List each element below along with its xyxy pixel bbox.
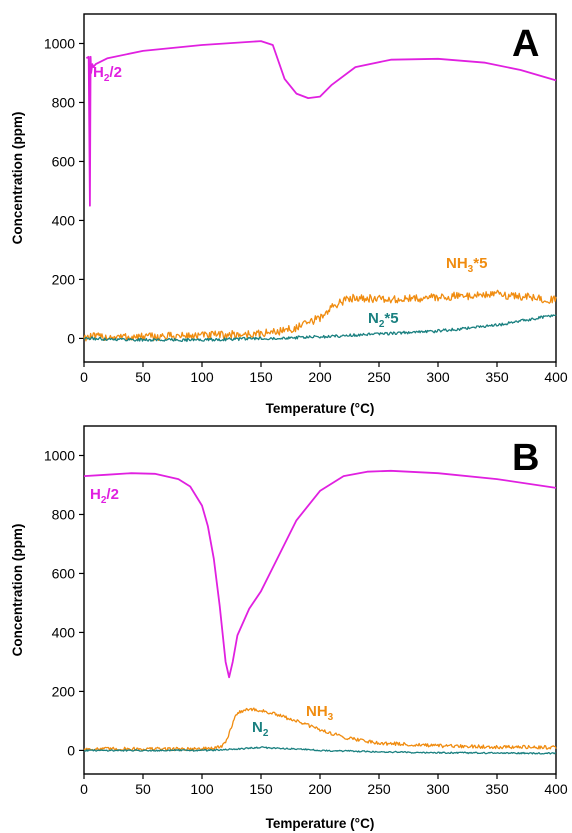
panel-b-y-ticks: 0 200 400 600 800 1000 <box>44 447 84 758</box>
series-line-n2 <box>83 746 556 755</box>
panel-a-x-ticks: 0 50 100 150 200 250 300 350 400 <box>80 362 568 385</box>
panel-b-label-n2-main: N <box>252 719 263 736</box>
panel-a-label-nh3-rest: *5 <box>473 255 487 272</box>
panel-a-series <box>83 40 557 343</box>
y-tick-label: 200 <box>52 271 76 287</box>
x-tick-label: 250 <box>367 781 391 797</box>
panel-a: 0 50 100 150 200 250 300 350 400 0 200 400 600 800 10… <box>10 13 568 416</box>
panel-a-label-nh3-sub: 3 <box>468 264 474 275</box>
x-tick-label: 50 <box>135 781 151 797</box>
panel-a-letter: A <box>512 23 539 65</box>
panel-a-label-n2-rest: *5 <box>384 310 398 327</box>
y-tick-label: 1000 <box>44 447 75 463</box>
y-tick-label: 1000 <box>44 35 75 51</box>
panel-b-x-axis-title: Temperature (°C) <box>266 816 375 831</box>
y-tick-label: 800 <box>52 94 76 110</box>
panel-b-label-nh3-sub: 3 <box>328 712 334 723</box>
panel-a-x-axis-title: Temperature (°C) <box>266 401 375 416</box>
y-tick-label: 400 <box>52 212 76 228</box>
panel-a-y-ticks: 0 200 400 600 800 1000 <box>44 35 84 346</box>
panel-b-label-nh3: NH3 <box>306 703 334 723</box>
panel-b-label-h2-main: H <box>90 486 101 503</box>
panel-a-label-nh3-main: NH <box>446 255 468 272</box>
series-line-h2 <box>85 40 557 207</box>
series-line-n2 <box>83 314 557 343</box>
panel-b: 0 50 100 150 200 250 300 350 400 0 200 400 600 800 10… <box>10 425 568 831</box>
panel-b-label-n2: N2 <box>252 719 269 739</box>
panel-a-label-n2: N2*5 <box>368 310 399 330</box>
y-tick-label: 600 <box>52 565 76 581</box>
y-tick-label: 200 <box>52 683 76 699</box>
x-tick-label: 200 <box>308 369 332 385</box>
panel-a-label-n2-main: N <box>368 310 379 327</box>
series-line-nh3 <box>83 707 557 752</box>
x-tick-label: 250 <box>367 369 391 385</box>
x-tick-label: 0 <box>80 369 88 385</box>
panel-b-label-h2-sub: 2 <box>101 495 107 506</box>
x-tick-label: 100 <box>190 781 214 797</box>
panel-a-label-h2: H2/2 <box>93 64 122 84</box>
panel-b-letter: B <box>512 437 539 479</box>
x-tick-label: 400 <box>544 781 568 797</box>
panel-a-label-h2-sub: 2 <box>104 73 110 84</box>
panel-b-y-axis-title: Concentration (ppm) <box>10 524 25 657</box>
y-tick-label: 600 <box>52 153 76 169</box>
series-line-h2 <box>83 469 557 679</box>
y-tick-label: 400 <box>52 624 76 640</box>
panel-b-series <box>83 469 557 755</box>
panel-b-label-h2-rest: /2 <box>106 486 119 503</box>
y-tick-label: 0 <box>67 330 75 346</box>
panel-b-label-h2: H2/2 <box>90 486 119 506</box>
panel-a-label-n2-sub: 2 <box>379 319 385 330</box>
x-tick-label: 150 <box>249 369 273 385</box>
panel-b-x-ticks: 0 50 100 150 200 250 300 350 400 <box>80 774 568 797</box>
panel-b-label-n2-sub: 2 <box>263 728 269 739</box>
panel-a-y-axis-title: Concentration (ppm) <box>10 112 25 245</box>
x-tick-label: 150 <box>249 781 273 797</box>
x-tick-label: 350 <box>485 369 509 385</box>
x-tick-label: 300 <box>426 781 450 797</box>
x-tick-label: 400 <box>544 369 568 385</box>
x-tick-label: 0 <box>80 781 88 797</box>
panel-a-plot-frame <box>83 13 557 363</box>
panel-a-label-nh3: NH3*5 <box>446 255 487 275</box>
panel-a-label-h2-rest: /2 <box>109 64 122 81</box>
y-tick-label: 0 <box>67 742 75 758</box>
x-tick-label: 300 <box>426 369 450 385</box>
x-tick-label: 100 <box>190 369 214 385</box>
x-tick-label: 350 <box>485 781 509 797</box>
panel-a-label-h2-main: H <box>93 64 104 81</box>
x-tick-label: 50 <box>135 369 151 385</box>
y-tick-label: 800 <box>52 506 76 522</box>
series-line-nh3 <box>83 289 557 342</box>
panel-b-label-nh3-main: NH <box>306 703 328 720</box>
x-tick-label: 200 <box>308 781 332 797</box>
